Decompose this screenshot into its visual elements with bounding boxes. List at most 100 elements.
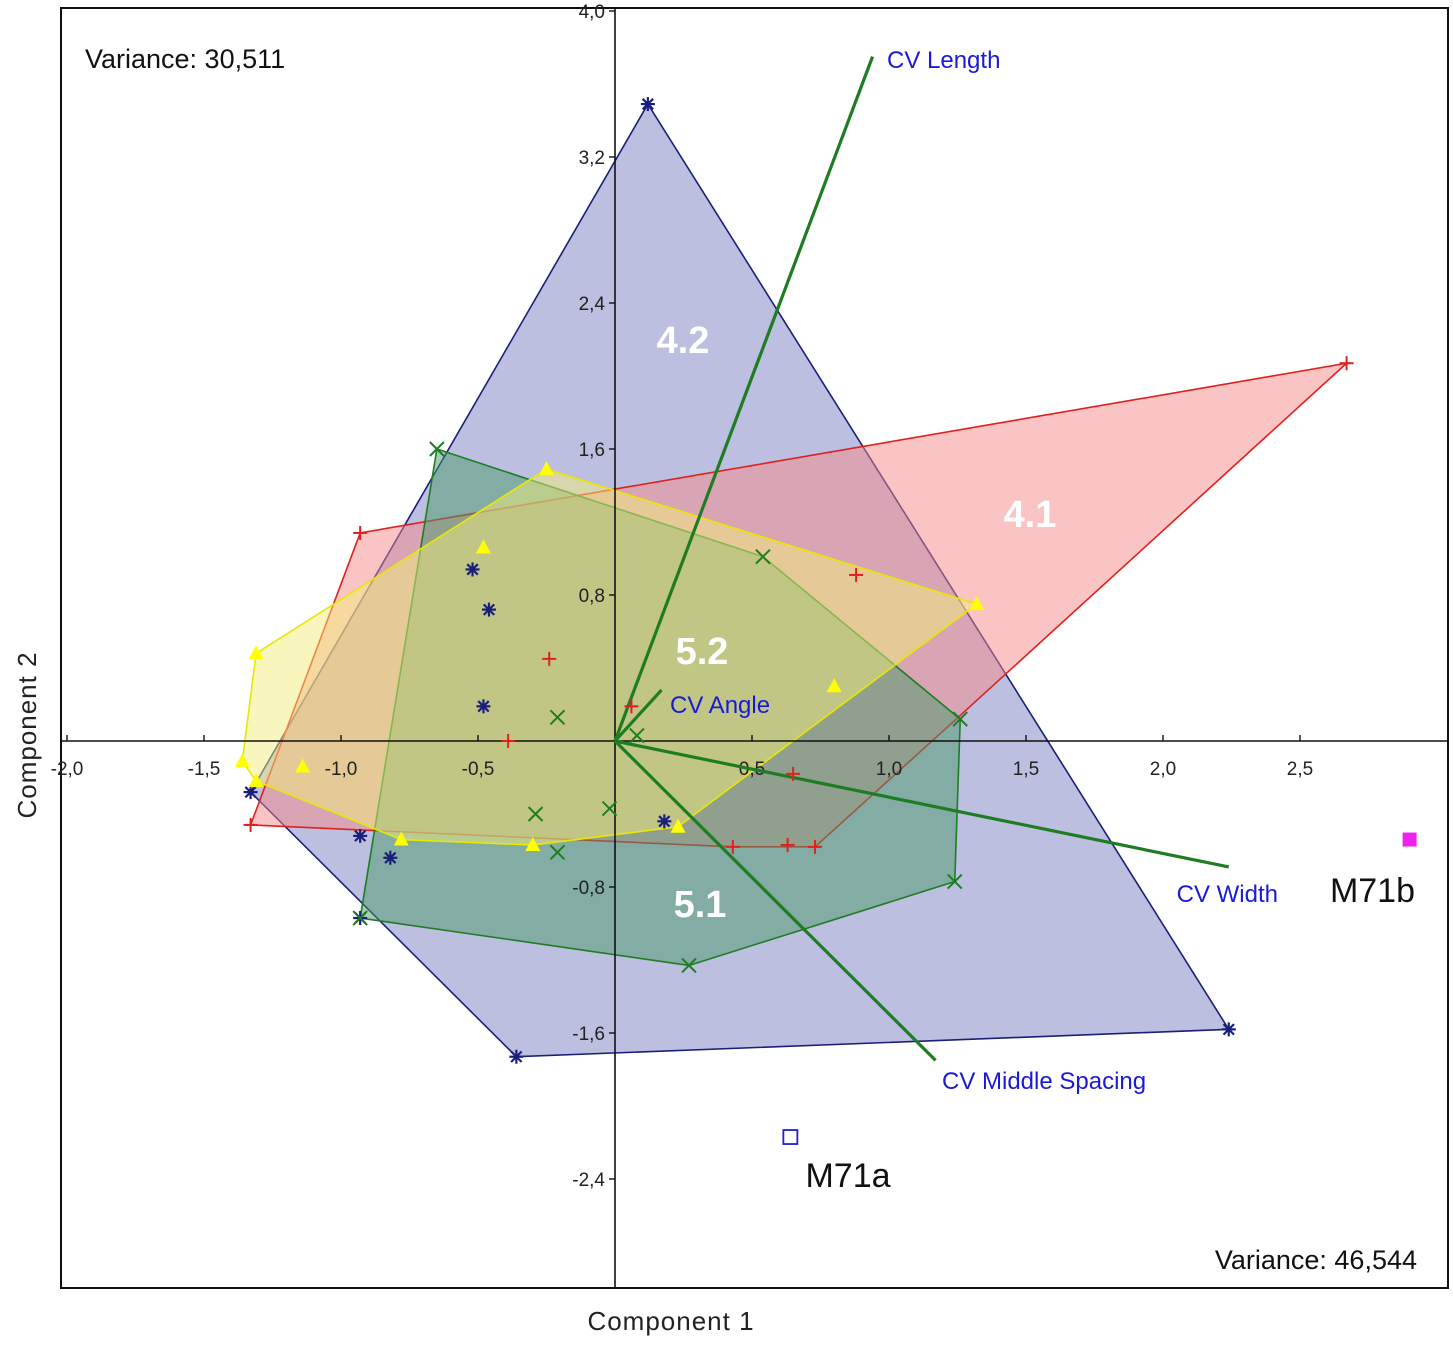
x-tick-label: -2,0 bbox=[51, 759, 84, 780]
cross-marker bbox=[352, 910, 368, 926]
cross-marker bbox=[952, 711, 968, 727]
y-axis-title: Component 2 bbox=[12, 651, 42, 818]
cross-marker bbox=[755, 548, 771, 565]
vector-label: CV Length bbox=[887, 47, 1000, 74]
axis-layer: -2,0-1,5-1,0-0,50,51,01,52,02,54,03,22,4… bbox=[51, 2, 1448, 1288]
open-square-marker bbox=[782, 1129, 799, 1145]
cross-marker bbox=[629, 727, 645, 744]
asterisk-marker bbox=[383, 850, 398, 865]
cross-marker bbox=[601, 800, 618, 817]
asterisk-stroke bbox=[466, 563, 479, 576]
vector-cv-middle-spacing bbox=[613, 739, 937, 1062]
variance-x-label: Variance: 46,544 bbox=[1215, 1245, 1417, 1275]
asterisk-marker bbox=[1221, 1022, 1236, 1037]
cross-stroke bbox=[629, 727, 645, 744]
triangle-marker bbox=[234, 753, 250, 768]
filled-square-marker bbox=[1402, 832, 1417, 847]
plus-marker bbox=[808, 839, 823, 854]
vector-cv-angle bbox=[613, 688, 663, 743]
cross-stroke bbox=[352, 910, 368, 926]
x-tick-label: 2,0 bbox=[1150, 759, 1176, 780]
asterisk-stroke bbox=[510, 1050, 523, 1063]
plus-marker bbox=[725, 839, 740, 854]
variance-y-label: Variance: 30,511 bbox=[85, 44, 285, 74]
cross-marker bbox=[681, 957, 697, 974]
asterisk-stroke bbox=[658, 815, 671, 828]
plus-marker bbox=[849, 567, 864, 582]
x-tick-label: 2,5 bbox=[1287, 759, 1313, 780]
triangle-marker bbox=[670, 818, 686, 833]
plus-marker bbox=[501, 734, 516, 748]
y-tick-label: 1,6 bbox=[579, 440, 605, 461]
triangle-marker bbox=[525, 837, 541, 852]
cross-stroke bbox=[601, 800, 618, 817]
asterisk-stroke bbox=[244, 786, 257, 799]
vector-label: CV Width bbox=[1177, 881, 1278, 908]
vector-label: CV Middle Spacing bbox=[942, 1068, 1146, 1095]
asterisk-marker bbox=[243, 785, 258, 800]
point-layer bbox=[234, 97, 1417, 1145]
group-label-4-1: 4.1 bbox=[1004, 494, 1057, 536]
plus-marker bbox=[1339, 356, 1354, 371]
y-tick-label: 4,0 bbox=[579, 2, 605, 23]
triangle-marker bbox=[969, 596, 985, 611]
triangle-marker bbox=[475, 539, 491, 554]
triangle-marker bbox=[248, 773, 264, 788]
plus-marker bbox=[624, 699, 639, 714]
cross-stroke bbox=[549, 844, 566, 861]
asterisk-marker bbox=[353, 828, 368, 843]
outlier-label-m71a: M71a bbox=[805, 1157, 890, 1195]
y-tick-label: 2,4 bbox=[579, 294, 606, 315]
cross-stroke bbox=[755, 548, 771, 565]
y-tick-label: 0,8 bbox=[579, 586, 605, 607]
x-axis-title: Component 1 bbox=[587, 1306, 754, 1336]
asterisk-marker bbox=[465, 562, 480, 577]
vector-layer: CV Length CV Width CV Middle Spacing CV Ang… bbox=[613, 47, 1278, 1095]
cross-marker bbox=[429, 441, 445, 457]
asterisk-stroke bbox=[1222, 1023, 1235, 1036]
plus-marker bbox=[780, 838, 795, 853]
y-tick-label: -1,6 bbox=[572, 1024, 605, 1045]
x-tick-label: 1,0 bbox=[876, 759, 902, 780]
vector-cv-length bbox=[613, 56, 875, 742]
asterisk-stroke bbox=[477, 700, 490, 713]
asterisk-marker bbox=[476, 699, 491, 714]
y-tick-label: -0,8 bbox=[572, 878, 605, 899]
plus-marker bbox=[786, 766, 801, 781]
cross-stroke bbox=[549, 709, 566, 725]
asterisk-marker bbox=[509, 1049, 524, 1064]
group-label-5-1: 5.1 bbox=[674, 884, 727, 926]
triangle-marker bbox=[248, 645, 264, 660]
label-layer: 4.2 4.1 5.1 5.2 M71b M71a bbox=[657, 320, 1415, 1195]
x-tick-label: -1,0 bbox=[325, 759, 358, 780]
cross-marker bbox=[549, 844, 566, 861]
triangle-marker bbox=[393, 831, 409, 846]
x-tick-label: -1,5 bbox=[188, 759, 221, 780]
group-label-5-2: 5.2 bbox=[676, 631, 729, 673]
plus-marker bbox=[353, 525, 368, 540]
vector-cv-width bbox=[614, 739, 1230, 869]
plus-marker bbox=[542, 651, 557, 666]
y-tick-label: 3,2 bbox=[579, 148, 605, 169]
cross-stroke bbox=[681, 957, 697, 974]
outlier-label-m71b: M71b bbox=[1330, 872, 1415, 910]
asterisk-stroke bbox=[384, 851, 397, 864]
x-tick-label: 1,5 bbox=[1013, 759, 1039, 780]
vector-label: CV Angle bbox=[670, 692, 770, 719]
cross-marker bbox=[527, 806, 544, 822]
asterisk-marker bbox=[640, 97, 655, 112]
cross-stroke bbox=[947, 873, 963, 890]
x-tick-label: -0,5 bbox=[462, 759, 495, 780]
cross-marker bbox=[947, 873, 963, 890]
cross-stroke bbox=[429, 441, 445, 457]
triangle-marker bbox=[539, 461, 554, 476]
cross-stroke bbox=[527, 806, 544, 822]
group-label-4-2: 4.2 bbox=[657, 320, 710, 362]
triangle-marker bbox=[826, 678, 842, 693]
asterisk-stroke bbox=[641, 98, 654, 111]
cross-stroke bbox=[952, 711, 968, 727]
y-tick-label: -2,4 bbox=[572, 1170, 605, 1191]
asterisk-stroke bbox=[482, 603, 495, 616]
